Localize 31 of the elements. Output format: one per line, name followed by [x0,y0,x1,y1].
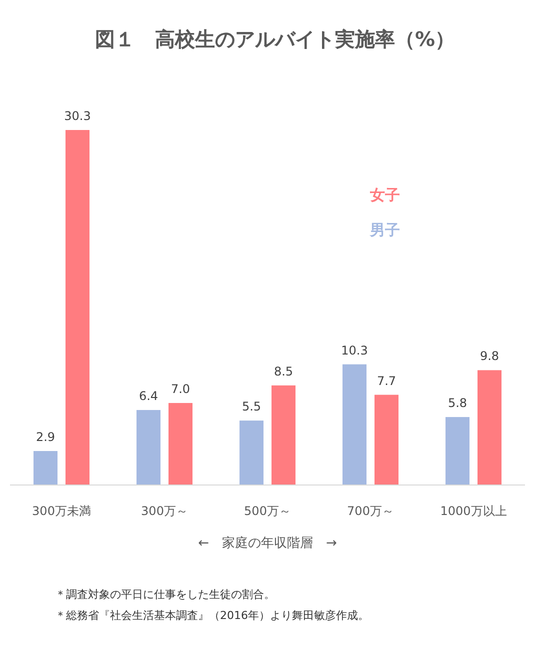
data-label: 6.4 [138,389,158,404]
bar [168,402,192,485]
x-tick-label: 700万～ [347,504,394,518]
data-label: 8.5 [274,364,294,378]
text: ＊調査対象の平日に仕事をした生徒の割合。 [55,588,275,601]
data-label: 5.5 [242,400,262,414]
bar [272,385,296,485]
x-tick-label: 500万～ [244,504,291,518]
bar [342,364,366,485]
bar [66,130,90,485]
bar [240,420,264,485]
data-label: 2.9 [36,430,56,444]
data-label: 30.3 [64,109,91,123]
data-label: 5.8 [448,396,468,410]
bar [374,394,398,485]
bar [478,370,502,485]
data-label: 10.3 [341,343,368,358]
text: ＊総務省『社会生活基本調査』（2016年）より舞田敏彦作成。 [55,609,369,622]
bar [446,417,470,485]
x-tick-label: 300万～ [141,504,188,518]
data-label: 7.0 [170,382,190,396]
chart-title: 図１ 高校生のアルバイト実施率（%） [94,27,456,51]
x-tick-label: 1000万以上 [440,504,507,518]
bar [34,451,58,485]
data-label: 9.8 [480,349,500,364]
data-label: 7.7 [376,374,396,388]
x-axis-title: ← 家庭の年収階層 → [198,535,337,551]
text: 男子 [369,221,400,239]
bar [136,410,160,485]
x-tick-label: 300万未満 [32,504,91,518]
text: 女子 [369,186,400,204]
